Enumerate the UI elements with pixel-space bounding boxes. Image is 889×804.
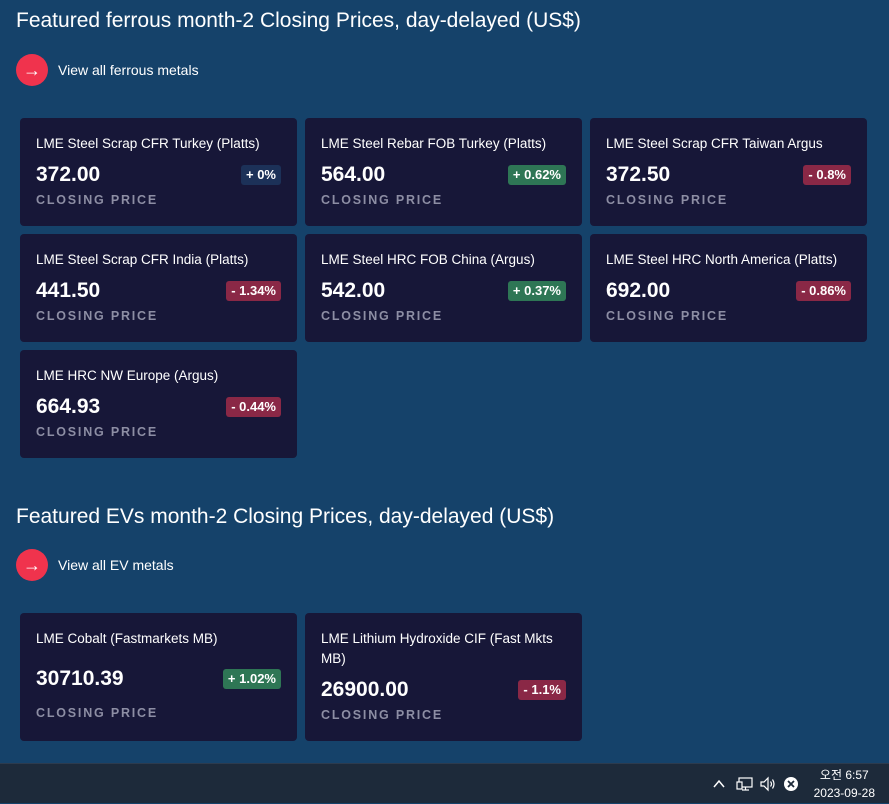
card-caption: CLOSING PRICE [321, 309, 444, 323]
view-all-ev-link[interactable]: → View all EV metals [16, 549, 174, 581]
card-price: 372.50 [606, 163, 671, 186]
close-circle-icon[interactable] [783, 764, 799, 804]
card-price: 664.93 [36, 395, 101, 418]
taskbar: 오전 6:57 2023-09-28 [0, 763, 889, 803]
card-price: 564.00 [321, 163, 386, 186]
volume-icon[interactable] [759, 764, 777, 804]
price-card-steel-scrap-taiwan[interactable]: LME Steel Scrap CFR Taiwan Argus 372.50 … [590, 118, 867, 226]
evs-section-title: Featured EVs month-2 Closing Prices, day… [16, 505, 555, 528]
card-price: 441.50 [36, 279, 101, 302]
clock-time: 오전 6:57 [819, 768, 869, 782]
clock-date: 2023-09-28 [813, 786, 875, 800]
price-card-steel-hrc-china[interactable]: LME Steel HRC FOB China (Argus) 542.00 +… [305, 234, 582, 342]
change-badge: - 1.34% [226, 281, 281, 301]
card-caption: CLOSING PRICE [321, 193, 444, 207]
card-caption: CLOSING PRICE [36, 425, 159, 439]
change-badge: + 0.62% [507, 165, 566, 185]
card-name: LME Lithium Hydroxide CIF (Fast Mkts MB) [321, 631, 553, 666]
change-badge: + 0% [241, 165, 281, 185]
card-caption: CLOSING PRICE [606, 309, 729, 323]
card-price: 692.00 [606, 279, 671, 302]
price-card-steel-scrap-india[interactable]: LME Steel Scrap CFR India (Platts) 441.5… [20, 234, 297, 342]
price-card-lithium-hydroxide[interactable]: LME Lithium Hydroxide CIF (Fast Mkts MB)… [305, 613, 582, 741]
card-caption: CLOSING PRICE [606, 193, 729, 207]
card-name: LME Steel HRC North America (Platts) [606, 252, 838, 267]
card-price: 30710.39 [36, 667, 124, 690]
price-card-steel-rebar-turkey[interactable]: LME Steel Rebar FOB Turkey (Platts) 564.… [305, 118, 582, 226]
card-caption: CLOSING PRICE [36, 193, 159, 207]
card-name: LME Steel HRC FOB China (Argus) [321, 252, 535, 267]
card-name: LME HRC NW Europe (Argus) [36, 368, 219, 383]
change-badge: - 0.44% [226, 397, 281, 417]
system-clock[interactable]: 오전 6:57 2023-09-28 [814, 766, 875, 802]
chevron-up-icon[interactable] [712, 764, 726, 804]
card-price: 26900.00 [321, 678, 409, 701]
card-name: LME Steel Scrap CFR Turkey (Platts) [36, 136, 260, 151]
change-badge: - 0.8% [803, 165, 851, 185]
card-name: LME Steel Rebar FOB Turkey (Platts) [321, 136, 547, 151]
change-badge: - 1.1% [518, 680, 566, 700]
view-all-ferrous-link[interactable]: → View all ferrous metals [16, 54, 199, 86]
arrow-right-icon: → [16, 54, 48, 86]
change-badge: - 0.86% [796, 281, 851, 301]
price-card-cobalt[interactable]: LME Cobalt (Fastmarkets MB) 30710.39 + 1… [20, 613, 297, 741]
card-caption: CLOSING PRICE [321, 708, 444, 722]
card-price: 542.00 [321, 279, 386, 302]
card-name: LME Steel Scrap CFR Taiwan Argus [606, 136, 823, 151]
price-card-steel-scrap-turkey[interactable]: LME Steel Scrap CFR Turkey (Platts) 372.… [20, 118, 297, 226]
card-caption: CLOSING PRICE [36, 309, 159, 323]
change-badge: + 1.02% [222, 669, 281, 689]
arrow-right-icon: → [16, 549, 48, 581]
price-card-steel-hrc-north-america[interactable]: LME Steel HRC North America (Platts) 692… [590, 234, 867, 342]
card-caption: CLOSING PRICE [36, 706, 159, 720]
ferrous-section-title: Featured ferrous month-2 Closing Prices,… [16, 9, 581, 32]
price-card-hrc-nw-europe[interactable]: LME HRC NW Europe (Argus) 664.93 - 0.44%… [20, 350, 297, 458]
page: Featured ferrous month-2 Closing Prices,… [16, 9, 867, 741]
view-all-ferrous-label: View all ferrous metals [58, 62, 199, 78]
view-all-ev-label: View all EV metals [58, 557, 174, 573]
card-name: LME Steel Scrap CFR India (Platts) [36, 252, 249, 267]
card-name: LME Cobalt (Fastmarkets MB) [36, 631, 218, 646]
change-badge: + 0.37% [507, 281, 566, 301]
card-price: 372.00 [36, 163, 101, 186]
network-icon[interactable] [736, 764, 754, 804]
